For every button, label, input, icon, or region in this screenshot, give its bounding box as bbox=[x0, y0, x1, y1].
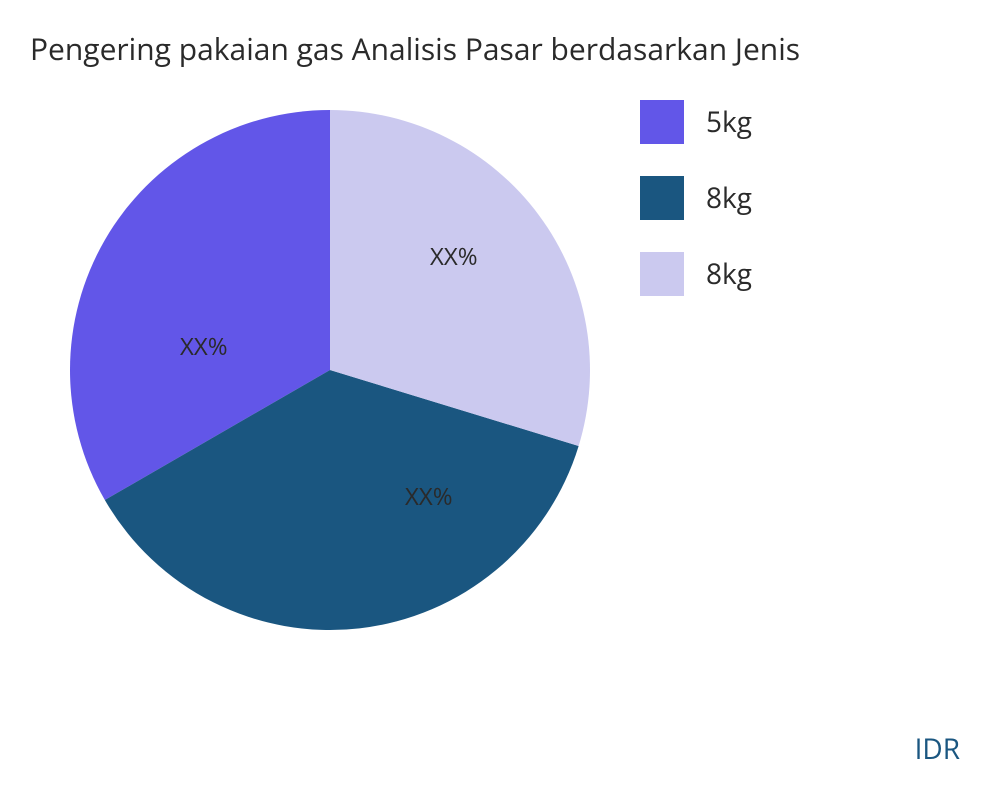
legend: 5kg 8kg 8kg bbox=[640, 100, 752, 328]
chart-title: Pengering pakaian gas Analisis Pasar ber… bbox=[30, 28, 800, 69]
legend-item-1: 8kg bbox=[640, 176, 752, 220]
pie-svg bbox=[60, 100, 600, 640]
legend-label-1: 8kg bbox=[706, 179, 752, 217]
legend-swatch-2 bbox=[640, 252, 684, 296]
legend-item-0: 5kg bbox=[640, 100, 752, 144]
legend-item-2: 8kg bbox=[640, 252, 752, 296]
footer-currency: IDR bbox=[915, 730, 960, 768]
legend-label-0: 5kg bbox=[706, 103, 752, 141]
slice-label-2: XX% bbox=[430, 240, 478, 273]
slice-label-1: XX% bbox=[180, 330, 228, 363]
legend-swatch-0 bbox=[640, 100, 684, 144]
legend-swatch-1 bbox=[640, 176, 684, 220]
slice-label-0: XX% bbox=[405, 480, 453, 513]
legend-label-2: 8kg bbox=[706, 255, 752, 293]
pie-chart: XX% XX% XX% bbox=[60, 100, 600, 640]
